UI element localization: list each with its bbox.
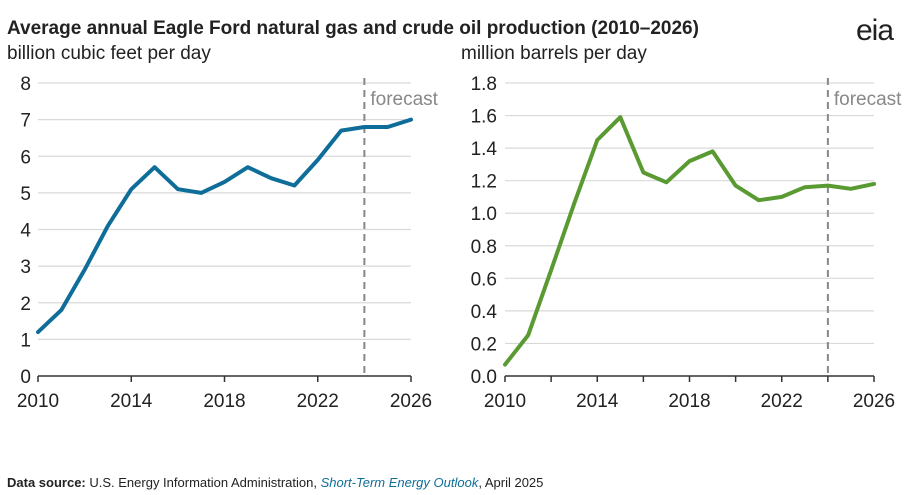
- x-tick-label: 2010: [484, 391, 526, 412]
- source-date: , April 2025: [478, 475, 544, 490]
- y-tick-label: 1.0: [471, 204, 497, 225]
- y-tick-label: 3: [20, 257, 31, 278]
- x-tick-label: 2022: [761, 391, 803, 412]
- y-tick-label: 1.8: [471, 74, 497, 95]
- right-y-axis-label: million barrels per day: [461, 43, 647, 64]
- y-tick-label: 1.6: [471, 107, 497, 128]
- y-tick-label: 0.4: [471, 302, 498, 323]
- x-tick-label: 2014: [576, 391, 619, 412]
- y-tick-label: 0.0: [471, 367, 497, 388]
- y-tick-label: 0.2: [471, 334, 497, 355]
- y-tick-label: 7: [20, 111, 31, 132]
- source-label: Data source:: [7, 475, 86, 490]
- y-tick-label: 0: [20, 367, 31, 388]
- x-tick-label: 2018: [203, 391, 245, 412]
- y-tick-label: 2: [20, 294, 31, 315]
- y-tick-label: 6: [20, 147, 31, 168]
- x-tick-label: 2026: [390, 391, 432, 412]
- forecast-label: forecast: [834, 89, 902, 110]
- y-tick-label: 1.4: [471, 139, 498, 160]
- y-tick-label: 0.8: [471, 237, 497, 258]
- y-tick-label: 8: [20, 74, 31, 95]
- left-y-axis-label: billion cubic feet per day: [7, 43, 211, 64]
- x-tick-label: 2026: [853, 391, 895, 412]
- x-tick-label: 2010: [17, 391, 59, 412]
- y-tick-label: 1.2: [471, 172, 497, 193]
- y-tick-label: 0.6: [471, 269, 497, 290]
- y-tick-label: 4: [20, 221, 31, 242]
- x-tick-label: 2022: [297, 391, 339, 412]
- series-line-natural-gas: [36, 117, 413, 335]
- chart-title: Average annual Eagle Ford natural gas an…: [7, 18, 699, 39]
- y-tick-label: 5: [20, 184, 31, 205]
- source-text: U.S. Energy Information Administration,: [85, 475, 321, 490]
- x-tick-label: 2014: [110, 391, 153, 412]
- eia-logo: eia: [856, 14, 894, 47]
- forecast-label: forecast: [370, 89, 438, 110]
- source-link[interactable]: Short-Term Energy Outlook: [320, 475, 479, 490]
- y-tick-label: 1: [20, 330, 31, 351]
- data-source: Data source: U.S. Energy Information Adm…: [7, 475, 543, 490]
- series-line-crude-oil: [503, 115, 876, 367]
- x-tick-label: 2018: [668, 391, 710, 412]
